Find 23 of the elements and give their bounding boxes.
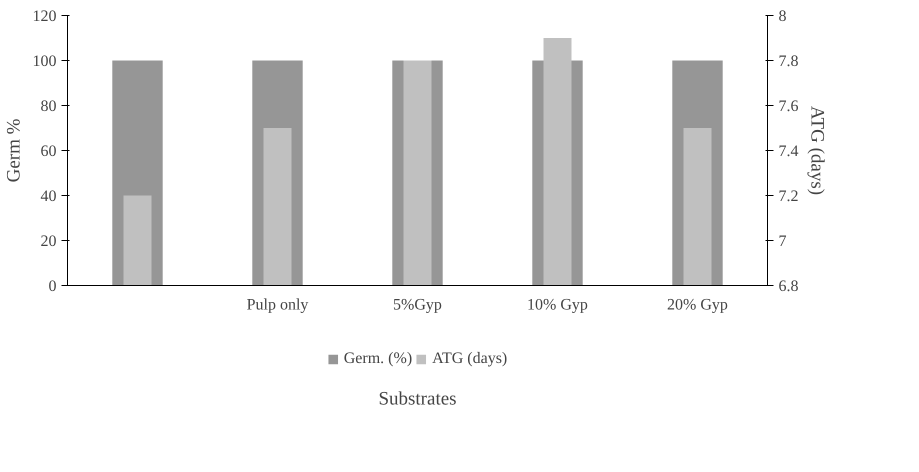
y2-tick-label: 7.6 (778, 98, 798, 115)
x-tick-label: 5%Gyp (393, 296, 442, 314)
y2-tick-label: 6.8 (778, 278, 798, 295)
y-tick-label: 120 (32, 8, 56, 25)
y-tick-label: 20 (40, 233, 56, 250)
legend-label: ATG (days) (432, 350, 508, 368)
y-tick-label: 40 (40, 188, 56, 205)
y2-tick-label: 7.4 (778, 143, 798, 160)
legend-label: Germ. (%) (344, 350, 412, 368)
y2-tick-label: 7.8 (778, 53, 798, 70)
x-axis-title: Substrates (378, 388, 457, 410)
x-tick-label: 20% Gyp (667, 296, 728, 314)
y2-axis-title: ATG (days) (806, 106, 828, 196)
y-axis-title: Germ % (4, 118, 24, 182)
y2-tick-label: 7.2 (778, 188, 798, 205)
y2-tick-label: 7 (778, 233, 786, 250)
y-tick-label: 100 (32, 53, 56, 70)
y-tick-label: 80 (40, 98, 56, 115)
y2-tick-label: 8 (778, 8, 786, 25)
x-tick-label: 10% Gyp (527, 296, 588, 314)
y-tick-label: 0 (48, 278, 56, 295)
y-tick-label: 60 (40, 143, 56, 160)
x-tick-label: Pulp only (246, 296, 308, 314)
